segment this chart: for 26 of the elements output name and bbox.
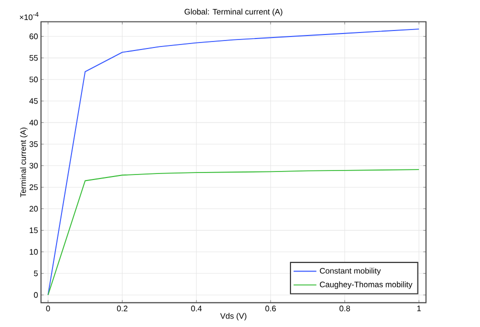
text: ×10$^{-4}$	[20, 12, 39, 20]
y-tick-label: 55	[29, 55, 38, 61]
x-tick-label: 0.2	[116, 306, 128, 312]
x-tick-label: 1	[417, 306, 421, 312]
x-tick-label: 0.8	[340, 306, 350, 312]
x-tick-label: 0.4	[191, 306, 202, 312]
y-tick-label: 40	[29, 120, 38, 126]
x-tick-label: 0.6	[265, 306, 276, 312]
y-tick-label: 45	[29, 98, 38, 104]
x-tick-label: 0	[46, 306, 50, 312]
y-tick-label: 15	[30, 228, 38, 234]
y-tick-label: 60	[30, 34, 38, 40]
x-axis-title: Vds (V)	[220, 312, 246, 320]
y-tick-label: 0	[34, 292, 38, 298]
chart-title: Global: Terminal current (A)	[184, 8, 282, 16]
y-tick-label: 25	[30, 184, 38, 190]
legend-label: Caughey-Thomas mobility	[320, 281, 412, 289]
y-tick-label: 20	[30, 206, 38, 212]
y-tick-label: 5	[34, 270, 38, 276]
line-series	[48, 169, 420, 296]
y-tick-label: 10	[30, 249, 38, 255]
y-tick-label: 50	[29, 76, 38, 82]
legend-label: Constant mobility	[320, 268, 381, 276]
y-tick-label: 35	[29, 141, 38, 147]
y-tick-label: 30	[29, 162, 38, 169]
y-axis-title: Terminal current (A)	[20, 128, 28, 198]
